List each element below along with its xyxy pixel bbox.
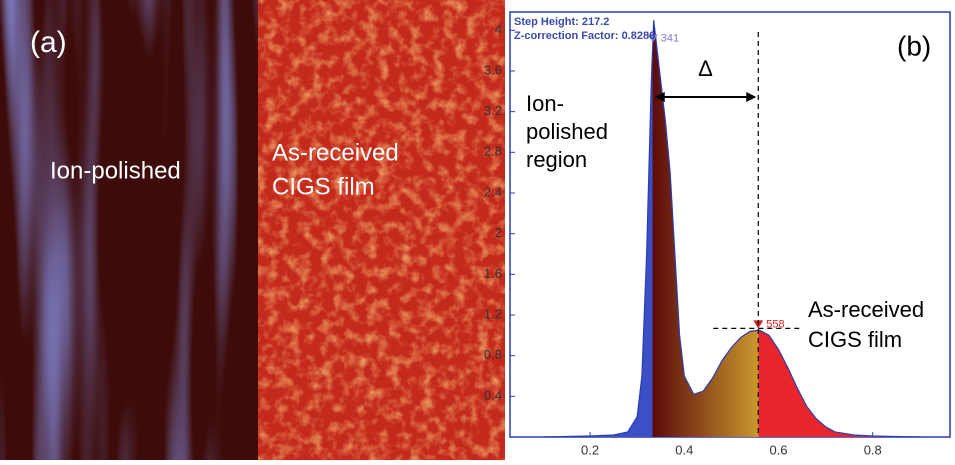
streak-texture	[0, 0, 258, 460]
y-tick-label: 0.8	[484, 347, 502, 362]
info-text: Step Height: 217.2	[514, 16, 609, 28]
grain-texture	[258, 0, 505, 460]
marker-label: 341	[661, 32, 679, 44]
arrow-head	[746, 92, 757, 102]
x-tick-label: 0.6	[769, 442, 787, 457]
y-tick-label: 2	[495, 225, 502, 240]
panel-b: 0.4 0.8 1.2 1.6 2 2.4 2.8 3.2 3.6 4 0.2 0.4 0.6 0.8 34…	[484, 11, 951, 457]
info-text: Z-correction Factor: 0.8286	[514, 30, 655, 42]
delta-label: Δ	[698, 56, 713, 81]
histogram-outline	[542, 20, 920, 438]
x-tick-label: 0.4	[675, 442, 693, 457]
panel-a: (a) Ion-polished As-received CIGS film	[0, 0, 505, 460]
marker-label: 558	[766, 318, 784, 330]
annotation: region	[526, 147, 587, 172]
arrow-head	[654, 92, 665, 102]
panel-label: (b)	[897, 30, 931, 61]
y-tick-label: 1.6	[484, 266, 502, 281]
x-tick-label: 0.8	[864, 442, 882, 457]
region-label: CIGS film	[272, 173, 375, 200]
y-tick-label: 3.6	[484, 62, 502, 77]
y-tick-label: 2.4	[484, 184, 502, 199]
y-tick-label: 4	[495, 22, 502, 37]
marker	[647, 34, 658, 43]
annotation: Ion-	[526, 91, 564, 116]
annotation: CIGS film	[808, 327, 902, 352]
y-tick-label: 3.2	[484, 103, 502, 118]
y-tick-label: 1.2	[484, 306, 502, 321]
y-tick-label: 2.8	[484, 144, 502, 159]
region-label: As-received	[272, 139, 399, 166]
panel-label: (a)	[30, 26, 67, 59]
histogram-area	[542, 20, 920, 437]
x-tick-label: 0.2	[581, 442, 599, 457]
region-label: Ion-polished	[50, 157, 181, 184]
annotation: As-received	[808, 297, 924, 322]
y-tick-label: 0.4	[484, 388, 502, 403]
annotation: polished	[526, 119, 608, 144]
